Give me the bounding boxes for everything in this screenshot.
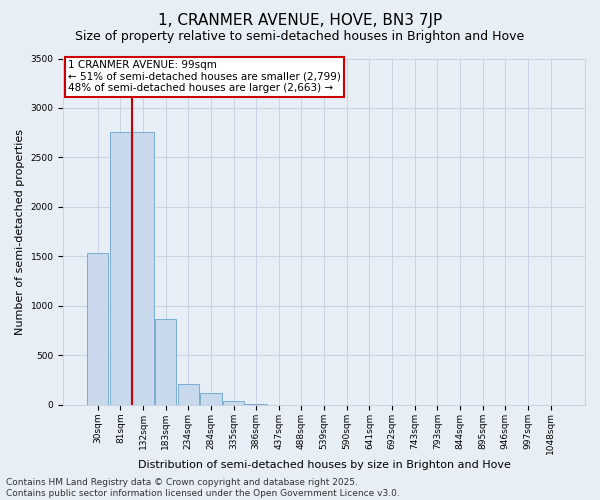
Y-axis label: Number of semi-detached properties: Number of semi-detached properties <box>15 128 25 334</box>
Bar <box>155 318 176 405</box>
Text: 1, CRANMER AVENUE, HOVE, BN3 7JP: 1, CRANMER AVENUE, HOVE, BN3 7JP <box>158 12 442 28</box>
Bar <box>110 132 131 405</box>
Bar <box>223 401 244 405</box>
Bar <box>245 404 267 405</box>
X-axis label: Distribution of semi-detached houses by size in Brighton and Hove: Distribution of semi-detached houses by … <box>138 460 511 470</box>
Bar <box>87 254 109 405</box>
Bar <box>178 384 199 405</box>
Text: 1 CRANMER AVENUE: 99sqm
← 51% of semi-detached houses are smaller (2,799)
48% of: 1 CRANMER AVENUE: 99sqm ← 51% of semi-de… <box>68 60 341 94</box>
Bar <box>200 393 221 405</box>
Text: Size of property relative to semi-detached houses in Brighton and Hove: Size of property relative to semi-detach… <box>76 30 524 43</box>
Text: Contains HM Land Registry data © Crown copyright and database right 2025.
Contai: Contains HM Land Registry data © Crown c… <box>6 478 400 498</box>
Bar <box>132 132 154 405</box>
